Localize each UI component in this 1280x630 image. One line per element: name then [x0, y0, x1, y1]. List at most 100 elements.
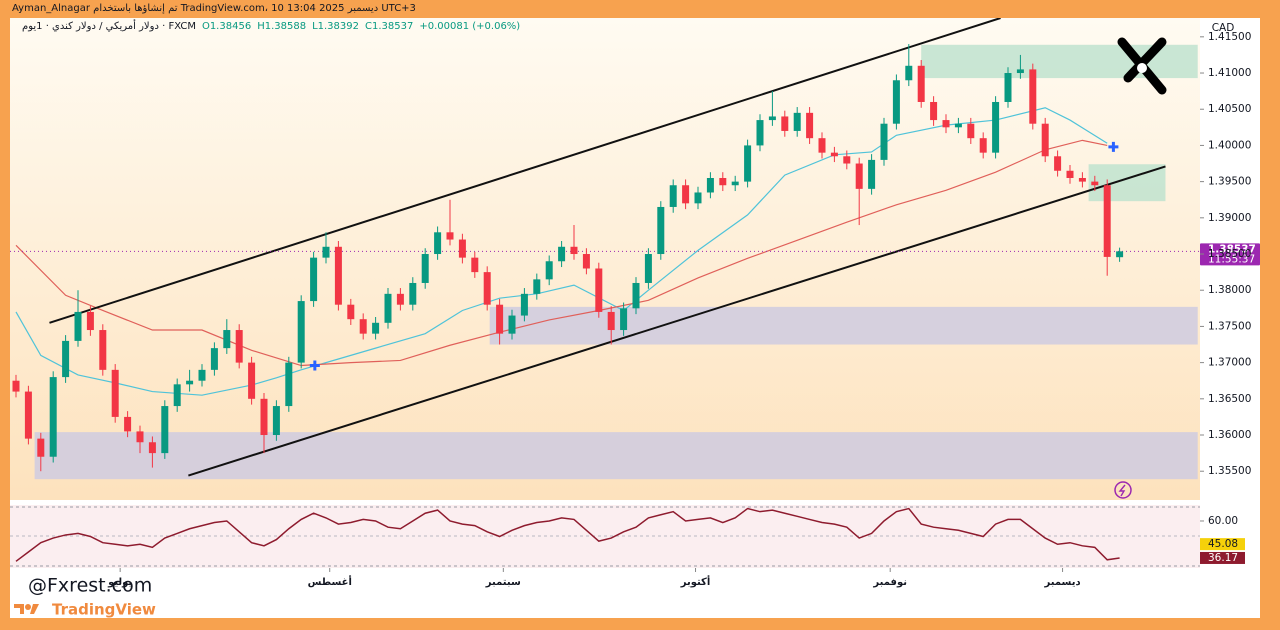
candle-body: [384, 293, 392, 323]
candle-body: [1004, 73, 1012, 102]
marker: [1108, 141, 1119, 152]
y-tick-label: 1.38500: [1208, 248, 1251, 260]
candle-body: [37, 438, 45, 457]
candle-body: [223, 330, 231, 349]
rsi-ma-label: 45.08: [1208, 538, 1238, 550]
candle-body: [396, 293, 404, 305]
x-tick-label: ديسمبر: [1044, 577, 1081, 588]
last-price-label: 1.38537: [1208, 243, 1256, 255]
candle-body: [868, 159, 876, 189]
candle-body: [334, 246, 342, 305]
logo: [1117, 37, 1167, 95]
y-tick-label: 1.37000: [1208, 357, 1251, 369]
candle-body: [979, 138, 987, 153]
candle-body: [421, 254, 429, 283]
candle-body: [322, 246, 330, 258]
legend: دولار أمريكي / دولار كندي · 1يوم · FXCM O…: [22, 19, 520, 32]
rsi-ma-box: [1200, 538, 1245, 551]
candle-body: [12, 380, 20, 392]
x-tick-label: أكتوبر: [680, 575, 711, 588]
alert-icon: [1114, 481, 1132, 499]
candle-body: [496, 304, 504, 334]
candle-body: [595, 268, 603, 312]
candle-body: [954, 123, 962, 128]
candle-body: [508, 315, 516, 334]
candle-body: [533, 279, 541, 294]
countdown: 11:55:37: [1208, 253, 1255, 265]
x-tick-label: يوليو: [107, 577, 132, 588]
candle-body: [570, 246, 578, 255]
candle-body: [706, 178, 714, 193]
y-tick-label: 1.38000: [1208, 284, 1251, 296]
candle-body: [793, 112, 801, 131]
candle-body: [62, 340, 70, 378]
candle-body: [607, 311, 615, 331]
candle-body: [285, 362, 293, 407]
candle-body: [347, 304, 355, 320]
legend-value: C1.38537: [365, 21, 413, 32]
candle-body: [719, 178, 727, 186]
legend-value: +0.00081 (+0.06%): [419, 21, 520, 32]
y-tick-label: 1.39000: [1208, 212, 1251, 224]
candle-body: [880, 123, 888, 160]
y-tick-label: 1.41500: [1208, 31, 1251, 43]
currency: CAD: [1212, 22, 1235, 34]
candle-body: [620, 308, 628, 331]
candle-body: [409, 282, 417, 305]
candle-body: [297, 301, 305, 363]
candle-body: [483, 272, 491, 305]
candle-body: [310, 257, 318, 302]
candle-body: [545, 261, 553, 280]
candle-body: [818, 138, 826, 153]
candle-body: [198, 369, 206, 381]
candle-body: [248, 362, 256, 399]
candle-body: [892, 80, 900, 124]
candle-body: [124, 416, 132, 432]
legend-value: L1.38392: [312, 21, 359, 32]
zone: [489, 306, 1198, 345]
y-tick-label: 1.40000: [1208, 139, 1251, 151]
legend-value: O1.38456: [202, 21, 251, 32]
candle-body: [434, 232, 442, 255]
candle-body: [942, 120, 950, 128]
candle-body: [582, 254, 590, 269]
x-tick-label: نوفمبر: [872, 577, 907, 588]
candle-body: [260, 398, 268, 436]
rsi-value-label: 36.17: [1208, 552, 1238, 564]
candle-body: [1029, 69, 1037, 124]
trendline: [49, 18, 1001, 324]
candle-body: [1116, 251, 1124, 258]
candle-body: [111, 369, 119, 417]
y-tick-label: 1.41000: [1208, 67, 1251, 79]
candle-body: [669, 185, 677, 207]
candle-body: [161, 406, 169, 454]
candle-body: [632, 282, 640, 309]
price-pane: [10, 18, 1200, 500]
candle-body: [1016, 69, 1024, 74]
candle-body: [359, 319, 367, 334]
candle-body: [272, 406, 280, 436]
moving-average: [15, 139, 1108, 367]
candle-body: [74, 311, 82, 341]
candle-body: [136, 431, 144, 443]
candle-body: [657, 206, 665, 255]
legend-symbol: دولار أمريكي / دولار كندي · 1يوم · FXCM: [22, 19, 196, 32]
candle-body: [446, 232, 454, 240]
rsi-tick-label: 60.00: [1208, 515, 1238, 527]
candle-body: [210, 348, 218, 370]
candle-body: [520, 293, 528, 316]
candle-body: [694, 192, 702, 204]
candle-body: [49, 377, 57, 457]
watermark-site: @Fxrest.com: [28, 575, 152, 597]
candle-body: [558, 246, 566, 262]
legend-value: H1.38588: [257, 21, 306, 32]
candle-body: [86, 311, 94, 331]
candle-body: [372, 322, 380, 334]
candle-body: [1103, 185, 1111, 257]
rsi-area: 60.00 45.08 36.17: [15, 507, 1245, 564]
candle-body: [471, 257, 479, 273]
candle-body: [1078, 178, 1086, 182]
candle-body: [186, 380, 194, 385]
